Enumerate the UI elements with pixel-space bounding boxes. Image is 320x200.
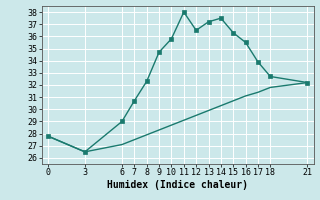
X-axis label: Humidex (Indice chaleur): Humidex (Indice chaleur) (107, 180, 248, 190)
